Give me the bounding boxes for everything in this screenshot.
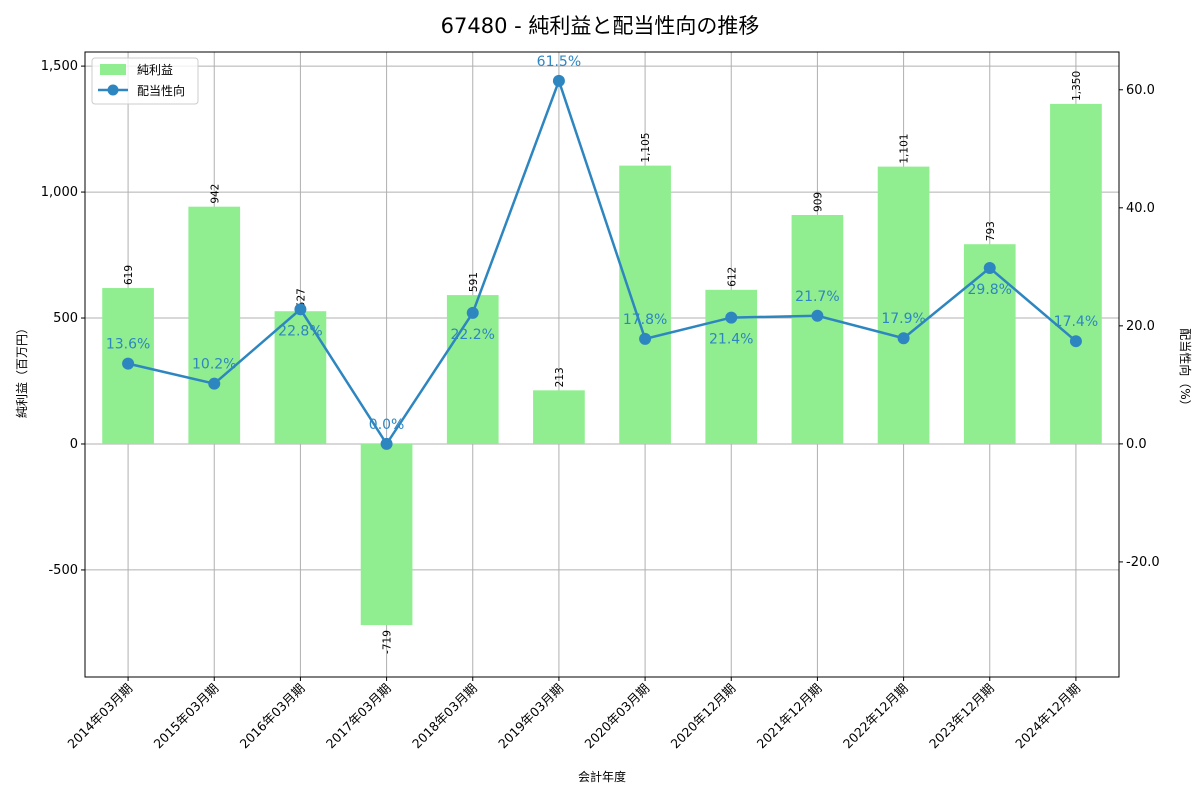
line-value-label: 17.4% (1054, 314, 1098, 330)
bar (360, 443, 413, 626)
line-value-label: 17.8% (623, 312, 667, 328)
line-value-label: 29.8% (968, 282, 1012, 298)
legend-marker (107, 84, 119, 96)
line-value-label: 0.0% (369, 417, 405, 433)
bar-value-label: 527 (295, 288, 307, 308)
bar-value-label: 1,105 (640, 133, 652, 163)
bar-value-label: 793 (985, 221, 997, 241)
bar-value-label: 1,350 (1071, 71, 1083, 101)
legend-label-net-income: 純利益 (137, 63, 173, 77)
line-point (811, 309, 824, 322)
bar-value-label: 1,101 (899, 134, 911, 164)
bar-value-label: 591 (468, 272, 480, 292)
x-tick-label: 2014年03月期 (64, 681, 135, 752)
line-point (208, 377, 221, 390)
y-tick-label-right: 60.0 (1126, 83, 1155, 98)
bar-value-label: 942 (209, 184, 221, 204)
bar-value-label: 213 (554, 367, 566, 387)
y-tick-label-right: 40.0 (1126, 201, 1155, 216)
bar (791, 214, 844, 444)
x-tick-label: 2024年12月期 (1012, 681, 1083, 752)
legend-label-payout-ratio: 配当性向 (137, 83, 185, 98)
line-point (725, 311, 738, 324)
bar (188, 206, 241, 444)
line-point (983, 262, 996, 275)
x-tick-label: 2023年12月期 (926, 681, 997, 752)
bar (533, 390, 585, 444)
line-point (1069, 335, 1082, 348)
line-point (466, 306, 479, 319)
x-tick-label: 2015年03月期 (151, 681, 222, 752)
line-point (380, 437, 393, 450)
x-tick-label: 2019年03月期 (495, 681, 566, 752)
line-value-label: 61.5% (537, 54, 581, 70)
y-tick-label-left: 500 (53, 311, 78, 326)
bar-value-label: 619 (123, 265, 135, 285)
line-value-label: 22.2% (451, 327, 495, 343)
bar (877, 166, 930, 444)
plot-frame (84, 51, 1120, 678)
x-tick-label: 2017年03月期 (323, 681, 394, 752)
y-tick-label-left: 1,000 (41, 185, 78, 200)
y-tick-label-left: 1,500 (41, 59, 78, 74)
bar (619, 165, 671, 444)
bar-value-label: -719 (382, 630, 394, 654)
line-point (897, 332, 910, 345)
line-value-label: 17.9% (881, 311, 925, 327)
x-tick-label: 2021年12月期 (754, 681, 825, 752)
y-tick-label-left: -500 (48, 563, 78, 578)
line-value-label: 13.6% (106, 337, 150, 353)
line-point (294, 303, 307, 316)
line-value-label: 10.2% (192, 357, 236, 373)
y-tick-label-right: -20.0 (1126, 555, 1160, 570)
y-tick-label-left: 0 (70, 437, 78, 452)
line-point (122, 357, 135, 370)
legend: 純利益 配当性向 (91, 57, 199, 105)
bar (446, 295, 499, 444)
x-tick-label: 2018年03月期 (409, 681, 480, 752)
x-tick-label: 2022年12月期 (840, 681, 911, 752)
line-point (552, 74, 565, 87)
bar-value-label: 612 (726, 267, 738, 287)
line-value-label: 21.7% (795, 289, 839, 305)
y-axis-label-left: 純利益（百万円） (15, 322, 29, 418)
y-tick-label-right: 0.0 (1126, 437, 1147, 452)
x-axis-label: 会計年度 (578, 769, 626, 784)
bar-value-label: 909 (812, 192, 824, 212)
chart-title: 67480 - 純利益と配当性向の推移 (441, 14, 760, 38)
x-tick-label: 2020年03月期 (581, 681, 652, 752)
line-value-label: 22.8% (278, 323, 322, 339)
x-tick-label: 2016年03月期 (237, 681, 308, 752)
legend-bar-swatch (100, 64, 126, 75)
y-tick-label-right: 20.0 (1126, 319, 1155, 334)
bar (1050, 103, 1102, 444)
x-tick-label: 2020年12月期 (668, 681, 739, 752)
payout-ratio-line (127, 77, 1077, 447)
y-axis-label-right: 配当性向（%） (1178, 328, 1193, 411)
line-point (639, 332, 652, 345)
line-value-label: 21.4% (709, 332, 753, 348)
bar (963, 244, 1016, 444)
bar (274, 311, 327, 444)
